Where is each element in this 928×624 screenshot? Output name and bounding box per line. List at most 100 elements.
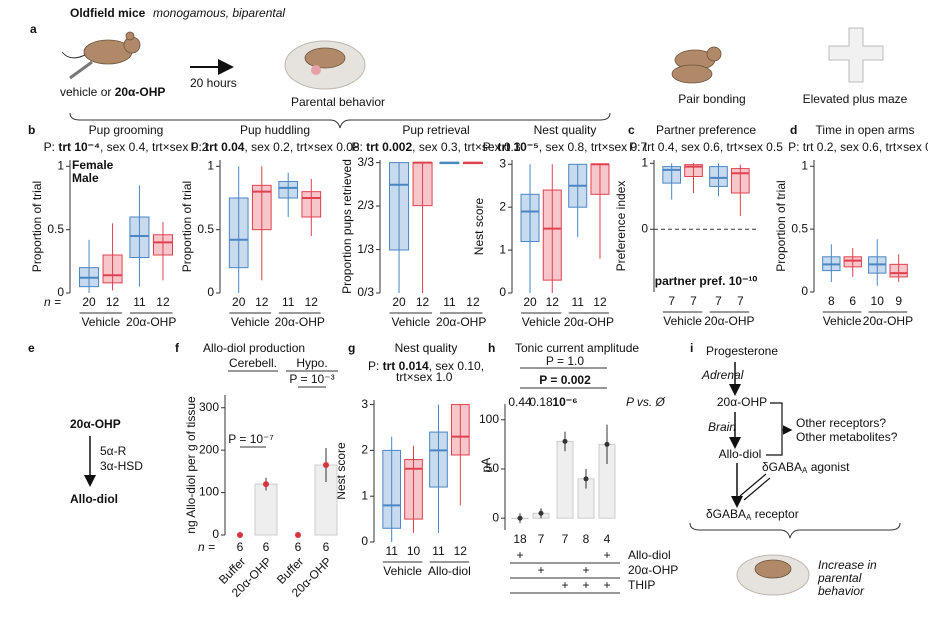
stats-part: P: xyxy=(483,140,498,154)
treatment-mark: + xyxy=(516,548,523,562)
assay-label: Pair bonding xyxy=(678,92,745,106)
y-axis-label: Proportion of trial xyxy=(774,180,788,271)
y-tick-label: 3 xyxy=(499,156,506,170)
n-label: 7 xyxy=(562,532,569,546)
box xyxy=(730,168,750,194)
box xyxy=(228,197,249,269)
box xyxy=(404,459,423,520)
icons xyxy=(61,27,901,596)
group-label: 20α-OHP xyxy=(863,314,913,328)
n-label: 12 xyxy=(255,295,269,309)
row-label: THIP xyxy=(628,578,655,592)
y-tick-label: 0/3 xyxy=(357,285,374,299)
outcome: behavior xyxy=(818,584,865,598)
n-label: 20 xyxy=(82,295,96,309)
n-label: 10 xyxy=(871,294,885,308)
mean-dot xyxy=(237,532,243,538)
assay-label: Elevated plus maze xyxy=(803,92,908,106)
group-label: 20α-OHP xyxy=(436,315,486,329)
panel-letter: f xyxy=(175,341,180,355)
tissue-label: Cerebell. xyxy=(229,356,277,370)
panel-title: Pup grooming xyxy=(89,123,164,137)
mean-dot xyxy=(517,515,523,521)
mean-dot xyxy=(583,476,589,482)
panel-title: Nest quality xyxy=(395,341,458,355)
y-axis-label: Nest score xyxy=(472,198,486,256)
panel-letter: b xyxy=(28,123,35,137)
n-label: 20 xyxy=(232,295,246,309)
legend-entry: Male xyxy=(72,171,99,185)
mouse-ear xyxy=(125,31,135,41)
tissue-label: Hypo. xyxy=(296,356,327,370)
stats-part: trt 0.014 xyxy=(383,359,429,373)
n-label: 7 xyxy=(715,294,722,308)
n-label: 11 xyxy=(133,295,146,309)
treatment-mark: + xyxy=(603,548,610,562)
n-label: 12 xyxy=(156,295,170,309)
mean-dot xyxy=(562,438,568,444)
stats: P: trt 0.04, sex 0.2, trt×sex 0.08 xyxy=(190,140,359,154)
p-value: 10⁻⁶ xyxy=(552,395,577,409)
y-tick-label: 2/3 xyxy=(357,198,374,212)
compound: 20α-OHP xyxy=(717,395,767,409)
n-label: 7 xyxy=(538,532,545,546)
syringe xyxy=(69,60,93,80)
bar xyxy=(556,440,574,519)
n-label: 11 xyxy=(282,295,295,309)
n-label: 12 xyxy=(593,295,607,309)
y-tick-label: 0 xyxy=(499,285,506,299)
row-label: 20α-OHP xyxy=(628,563,678,577)
n-label: 12 xyxy=(546,295,560,309)
y-tick-label: 1 xyxy=(361,488,368,502)
y-tick-label: 0 xyxy=(212,527,219,541)
panel-title: Nest quality xyxy=(534,123,597,137)
box xyxy=(450,404,470,456)
row-label: Allo-diol xyxy=(628,548,671,562)
treatment-mark: + xyxy=(603,578,610,592)
mean-dot xyxy=(295,532,301,538)
y-tick-label: 0 xyxy=(641,221,648,235)
treatment: vehicle or 20α-OHP xyxy=(60,85,165,99)
receptor-label: δGABAA agonist xyxy=(762,460,850,475)
n-label: 7 xyxy=(737,294,744,308)
n-label: 12 xyxy=(416,295,430,309)
stats-part: P: trt 0.2, sex 0.6, trt×sex 0.6 xyxy=(788,140,928,154)
panel-title: Pup retrieval xyxy=(402,123,469,137)
stats: P: trt 0.4, sex 0.6, trt×sex 0.5 xyxy=(629,140,783,154)
n-label: 7 xyxy=(668,294,675,308)
n-label: 4 xyxy=(604,532,611,546)
n-label: 20 xyxy=(523,295,537,309)
n-label: 7 xyxy=(690,294,697,308)
panel-title: Pup huddling xyxy=(240,123,310,137)
receptor-part: receptor xyxy=(751,507,798,521)
group-label: 20α-OHP xyxy=(275,315,325,329)
compound: Allo-diol xyxy=(70,492,118,506)
n-label: 8 xyxy=(828,294,835,308)
treatment-name: 20α-OHP xyxy=(115,85,166,99)
panel-letter: c xyxy=(628,123,635,137)
n-label: 11 xyxy=(385,544,398,558)
brace xyxy=(69,112,611,129)
stats: P: trt 10⁻⁵, sex 0.8, trt×sex 0.7 xyxy=(483,140,648,154)
outcome: Increase in xyxy=(818,558,877,572)
n-label: n = xyxy=(198,540,215,554)
mouse-icon xyxy=(304,47,346,69)
y-tick-label: 0 xyxy=(801,284,808,298)
y-tick-label: 0.5 xyxy=(47,222,64,236)
group-label: Vehicle xyxy=(231,315,270,329)
brace xyxy=(689,522,901,539)
panel-letter: g xyxy=(348,341,355,355)
box xyxy=(129,216,150,259)
mean-dot xyxy=(538,510,544,516)
mouse-tail xyxy=(61,51,86,59)
compound: 20α-OHP xyxy=(70,417,121,431)
receptor-part: δGABA xyxy=(762,460,802,474)
n-label: 6 xyxy=(323,540,330,554)
box xyxy=(301,191,322,218)
y-tick-label: 200 xyxy=(199,442,219,456)
y-tick-label: 1 xyxy=(207,159,214,173)
y-tick-label: 1 xyxy=(499,242,506,256)
stats-part: trt 10⁻⁴ xyxy=(58,140,100,154)
n-label: 12 xyxy=(454,544,468,558)
